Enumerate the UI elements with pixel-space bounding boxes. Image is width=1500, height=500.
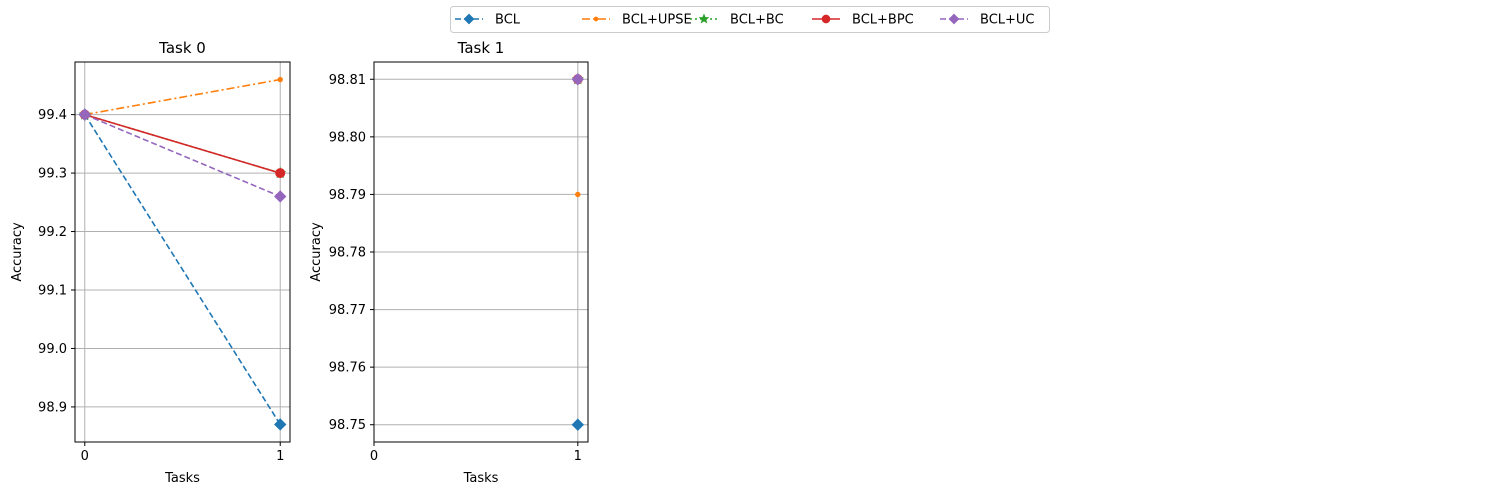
- point-bcl-uc-0: [571, 73, 585, 86]
- legend-label-bcl-uc: BCL+UC: [980, 13, 1035, 28]
- y-tick-label-98-80: 98.80: [329, 130, 366, 145]
- legend-label-bcl-bc: BCL+BC: [730, 13, 784, 28]
- series-line-bcl-uc: [84, 113, 281, 198]
- series-line-bcl: [84, 114, 281, 425]
- legend-marker-bcl-uc: [948, 13, 960, 25]
- legend-label-bcl-upse: BCL+UPSE: [622, 13, 692, 28]
- legend-label-bcl: BCL: [495, 13, 521, 28]
- legend-marker-bcl-bc: [698, 13, 710, 24]
- legend-marker-bcl: [463, 13, 475, 25]
- grid: [75, 62, 290, 442]
- legend-entry-bcl-uc: BCL+UC: [940, 13, 1035, 28]
- legend-entry-bcl-bpc: BCL+BPC: [812, 13, 914, 28]
- subplot-task-1: 0 1 98.75 98.76 98.77 98.78 98.79 98.80 98.81 Tas…: [309, 39, 589, 486]
- x-tick-label-0: 0: [81, 449, 89, 464]
- point-bcl-uc-0: [78, 108, 91, 121]
- subplot-title: Task 1: [457, 39, 505, 57]
- series-bcl: [571, 418, 585, 431]
- y-tick-label-98-76: 98.76: [329, 361, 366, 376]
- legend-entry-bcl-bc: BCL+BC: [690, 13, 784, 28]
- series-bcl-uc: [78, 108, 287, 203]
- legend-frame: [450, 6, 1050, 33]
- point-bcl-1: [274, 418, 287, 431]
- series-group: [571, 72, 585, 431]
- x-axis-label: Tasks: [463, 471, 499, 486]
- axes-frame: [74, 61, 291, 443]
- legend-entry-bcl-upse: BCL+UPSE: [582, 13, 692, 28]
- point-bcl-uc-1: [274, 190, 287, 203]
- legend-marker-bcl-upse: [593, 16, 599, 22]
- point-bcl-upse-0: [575, 191, 581, 198]
- series-bcl-upse: [575, 191, 581, 198]
- point-bcl-bpc-1: [275, 168, 286, 179]
- series-line-bcl-bpc: [84, 113, 281, 174]
- legend-entry-bcl: BCL: [455, 13, 521, 28]
- y-tick-label-99-2: 99.2: [38, 225, 67, 240]
- y-tick-label-98-75: 98.75: [329, 418, 366, 433]
- y-tick-label-98-9: 98.9: [38, 400, 67, 415]
- point-bcl-0: [571, 418, 585, 431]
- x-tick-label-1: 1: [574, 449, 582, 464]
- series-line-bcl-upse: [84, 78, 281, 116]
- subplot-task-0: 0 1 98.9 99.0 99.1 99.2 99.3 99.4 Task 0 Tasks Acc…: [10, 39, 291, 486]
- x-tick-label-0: 0: [370, 449, 378, 464]
- series-bcl-uc: [571, 73, 585, 86]
- series-bcl: [78, 108, 287, 431]
- subplot-title: Task 0: [158, 39, 206, 57]
- legend: BCL BCL+UPSE BCL+BC BCL+BPC BCL+UC: [450, 6, 1050, 33]
- x-tick-label-1: 1: [276, 449, 284, 464]
- y-axis-label: Accuracy: [10, 222, 25, 282]
- y-tick-label-98-79: 98.79: [329, 188, 366, 203]
- point-bcl-upse-1: [277, 76, 283, 83]
- series-bcl-bpc: [79, 109, 286, 179]
- x-axis-label: Tasks: [164, 471, 200, 486]
- grid: [373, 62, 588, 442]
- legend-label-bcl-bpc: BCL+BPC: [852, 13, 914, 28]
- y-tick-label-99-4: 99.4: [38, 108, 67, 123]
- y-tick-label-98-78: 98.78: [329, 246, 366, 261]
- series-bcl-upse: [82, 76, 283, 118]
- y-tick-label-99-0: 99.0: [38, 342, 67, 357]
- y-axis-label: Accuracy: [309, 222, 324, 282]
- y-tick-label-98-81: 98.81: [329, 73, 366, 88]
- y-tick-label-99-1: 99.1: [38, 284, 67, 299]
- y-tick-label-99-3: 99.3: [38, 167, 67, 182]
- y-tick-label-98-77: 98.77: [329, 303, 366, 318]
- series-group: [78, 76, 287, 431]
- legend-marker-bcl-bpc: [821, 14, 831, 24]
